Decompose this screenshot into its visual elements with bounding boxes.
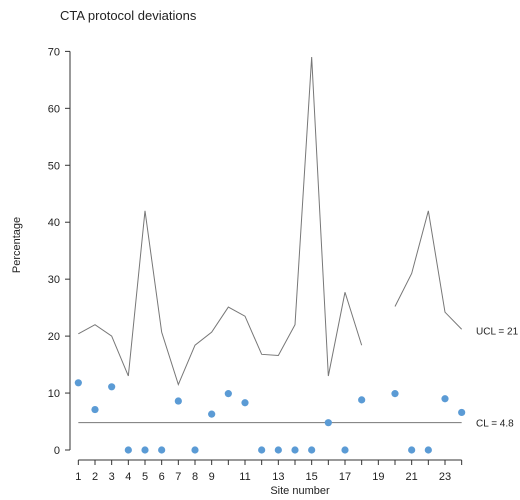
data-point: [141, 446, 149, 454]
x-tick-label: 7: [175, 471, 181, 483]
data-point: [291, 446, 299, 454]
data-point: [308, 446, 316, 454]
x-tick-label: 8: [192, 471, 198, 483]
data-point: [108, 383, 116, 391]
data-point: [274, 446, 282, 454]
annotation-label: CL = 4.8: [476, 419, 514, 430]
y-axis-label: Percentage: [11, 217, 23, 273]
x-tick-label: 21: [406, 471, 418, 483]
data-point: [208, 410, 216, 418]
x-tick-label: 9: [209, 471, 215, 483]
data-point: [174, 397, 182, 405]
x-tick-label: 17: [339, 471, 351, 483]
x-tick-label: 2: [92, 471, 98, 483]
data-point: [224, 390, 232, 398]
y-tick-label: 40: [48, 217, 60, 229]
data-point: [358, 396, 366, 404]
x-tick-label: 15: [306, 471, 318, 483]
data-point: [158, 446, 166, 454]
ucl-line: [78, 57, 363, 386]
x-tick-label: 11: [239, 471, 250, 483]
x-axis-label: Site number: [270, 485, 330, 497]
y-tick-label: 30: [48, 274, 60, 286]
data-point: [258, 446, 266, 454]
data-point: [341, 446, 349, 454]
data-point: [191, 446, 199, 454]
x-tick-label: 13: [272, 471, 284, 483]
data-point: [391, 390, 399, 398]
data-point: [241, 399, 249, 407]
annotation-label: UCL = 21: [476, 326, 519, 337]
x-axis: 1 2 3 4 5 6 7 8 9 11 13 15 17 19 21 23: [75, 459, 463, 483]
y-tick-label: 20: [48, 331, 60, 343]
control-lines: [78, 57, 463, 424]
y-tick-label: 70: [48, 46, 60, 58]
x-tick-label: 5: [142, 471, 148, 483]
y-tick-label: 60: [48, 103, 60, 115]
x-tick-label: 1: [75, 471, 81, 483]
data-point: [124, 446, 132, 454]
data-point: [74, 379, 82, 387]
data-point: [408, 446, 416, 454]
x-tick-label: 4: [125, 471, 131, 483]
data-point: [324, 419, 332, 427]
data-point: [91, 405, 99, 414]
x-tick-label: 3: [109, 471, 115, 483]
x-tick-label: 6: [159, 471, 165, 483]
y-tick-label: 0: [54, 445, 60, 457]
y-tick-label: 50: [48, 160, 60, 172]
data-point: [458, 408, 466, 417]
chart-title: CTA protocol deviations: [60, 8, 197, 23]
annotations: UCL = 21 CL = 4.8: [476, 326, 519, 429]
y-axis: 0 10 20 30 40 50 60 70: [48, 46, 71, 457]
data-point: [424, 446, 432, 454]
x-tick-label: 23: [439, 471, 451, 483]
data-points: [74, 379, 466, 454]
x-tick-label: 19: [372, 471, 384, 483]
data-point: [441, 395, 449, 403]
ucl-line: [394, 210, 463, 330]
y-tick-label: 10: [48, 388, 60, 400]
